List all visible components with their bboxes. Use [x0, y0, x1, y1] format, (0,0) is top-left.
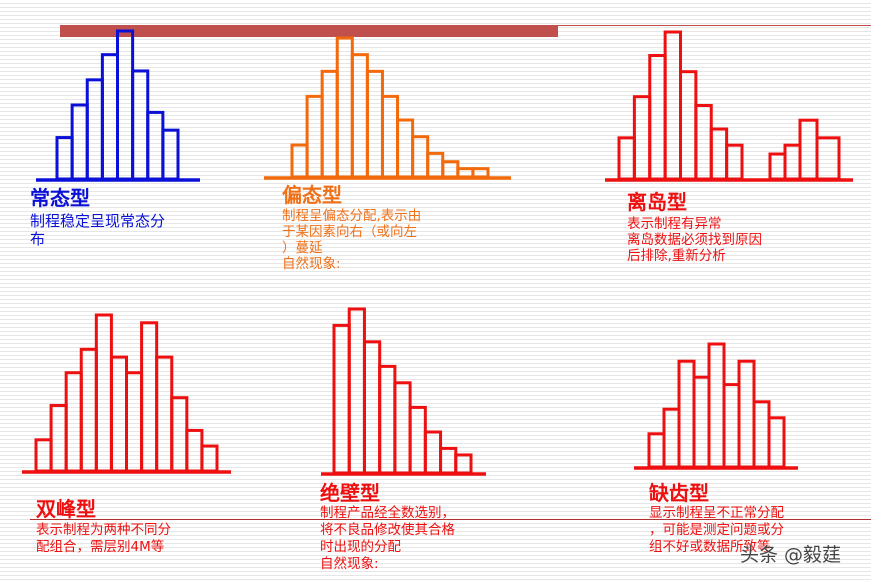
skewed-desc-4: 自然现象: — [282, 256, 341, 272]
cliff-bar — [408, 405, 427, 475]
comb-desc-1: 显示制程呈不正常分配 — [649, 505, 784, 521]
cliff-bar — [347, 307, 366, 475]
bimodal-bar — [140, 321, 159, 473]
comb-desc-2: ，可能是测定问题或分 — [649, 522, 784, 538]
island-isolated-bar — [798, 118, 819, 181]
bimodal-desc-2: 配组合，需层别4M等 — [36, 539, 165, 555]
skewed-bar — [471, 167, 490, 179]
normal-bar — [161, 128, 180, 181]
island-isolated-bar — [768, 152, 787, 181]
normal-bar — [146, 110, 165, 181]
cliff-desc-4: 自然现象: — [320, 556, 379, 572]
skewed-bar — [365, 69, 384, 179]
cliff-desc-1: 制程产品经全数选别， — [320, 505, 455, 521]
island-desc-3: 后排除,重新分析 — [627, 248, 726, 264]
normal-bar — [85, 78, 104, 181]
skewed-bar — [335, 36, 354, 179]
normal-bar — [70, 103, 89, 181]
bimodal-bar — [125, 371, 144, 473]
watermark: 头条 @毅莛 — [740, 544, 842, 566]
island-bar — [632, 95, 652, 181]
normal-bar — [100, 53, 119, 181]
skewed-title: 偏态型 — [282, 183, 342, 207]
bimodal-bar — [200, 444, 219, 473]
bimodal-title: 双峰型 — [36, 497, 96, 521]
bimodal-bar — [79, 347, 98, 473]
comb-bar — [767, 416, 786, 469]
cliff-bar — [393, 381, 412, 475]
comb-bar — [662, 407, 681, 469]
comb-bar — [722, 383, 741, 469]
skewed-bar — [456, 167, 475, 179]
bimodal-bar — [49, 403, 68, 473]
bimodal-bar — [94, 313, 113, 473]
skewed-bar — [305, 94, 324, 179]
normal-bar — [55, 136, 74, 181]
skewed-bar — [320, 69, 339, 179]
cliff-bar — [454, 453, 473, 475]
cliff-bar — [378, 364, 397, 475]
island-desc-2: 离岛数据必须找到原因 — [627, 232, 762, 248]
bimodal-desc-1: 表示制程为两种不同分 — [36, 522, 171, 538]
island-title: 离岛型 — [627, 190, 687, 214]
bimodal-bar — [109, 355, 128, 473]
skewed-bar — [411, 135, 430, 179]
comb-title: 缺齿型 — [649, 481, 709, 505]
normal-bar — [116, 29, 135, 181]
skewed-desc-3: ）蔓延 — [282, 240, 323, 256]
bimodal-bar — [34, 438, 53, 473]
skewed-bar — [380, 94, 400, 179]
island-desc-1: 表示制程有异常 — [627, 216, 722, 232]
island-bar — [725, 143, 744, 181]
skewed-desc-2: 于某因素向右（或向左 — [282, 224, 417, 240]
skewed-desc-1: 制程呈偏态分配,表示由 — [282, 208, 422, 224]
cliff-desc-3: 时出现的分配 — [320, 539, 401, 555]
bimodal-bar — [185, 428, 204, 473]
bimodal-bar — [155, 355, 174, 473]
cliff-bar — [439, 446, 458, 475]
comb-bar — [707, 342, 726, 469]
comb-bar — [647, 432, 666, 469]
island-bar — [617, 136, 636, 181]
cliff-title: 绝壁型 — [320, 481, 380, 505]
skewed-bar — [441, 160, 460, 179]
island-bar — [694, 104, 713, 181]
normal-desc-2: 布 — [30, 230, 46, 248]
comb-bar — [752, 400, 771, 469]
bimodal-bar — [170, 396, 189, 473]
normal-title: 常态型 — [30, 186, 90, 210]
island-bar — [709, 127, 729, 181]
island-bar — [663, 30, 682, 181]
island-isolated-bar — [815, 136, 841, 181]
island-bar — [679, 70, 698, 181]
skewed-bar — [350, 53, 369, 179]
cliff-desc-2: 将不良品修改使其合格 — [320, 522, 455, 538]
cliff-bar — [423, 430, 443, 475]
island-bar — [648, 54, 667, 181]
skewed-bar — [396, 118, 415, 179]
comb-desc-3: 组不好或数据所致等 — [649, 539, 771, 555]
normal-desc-1: 制程稳定呈现常态分 — [30, 212, 166, 230]
top-banner-bar — [60, 25, 558, 37]
comb-bar — [677, 359, 696, 469]
comb-bar — [692, 375, 711, 469]
skewed-bar — [290, 143, 309, 179]
skewed-bar — [426, 151, 445, 179]
bimodal-bar — [64, 371, 83, 473]
cliff-bar — [362, 340, 382, 475]
cliff-bar — [332, 323, 351, 475]
normal-bar — [131, 69, 150, 181]
island-isolated-bar — [783, 143, 802, 181]
comb-bar — [737, 359, 756, 469]
